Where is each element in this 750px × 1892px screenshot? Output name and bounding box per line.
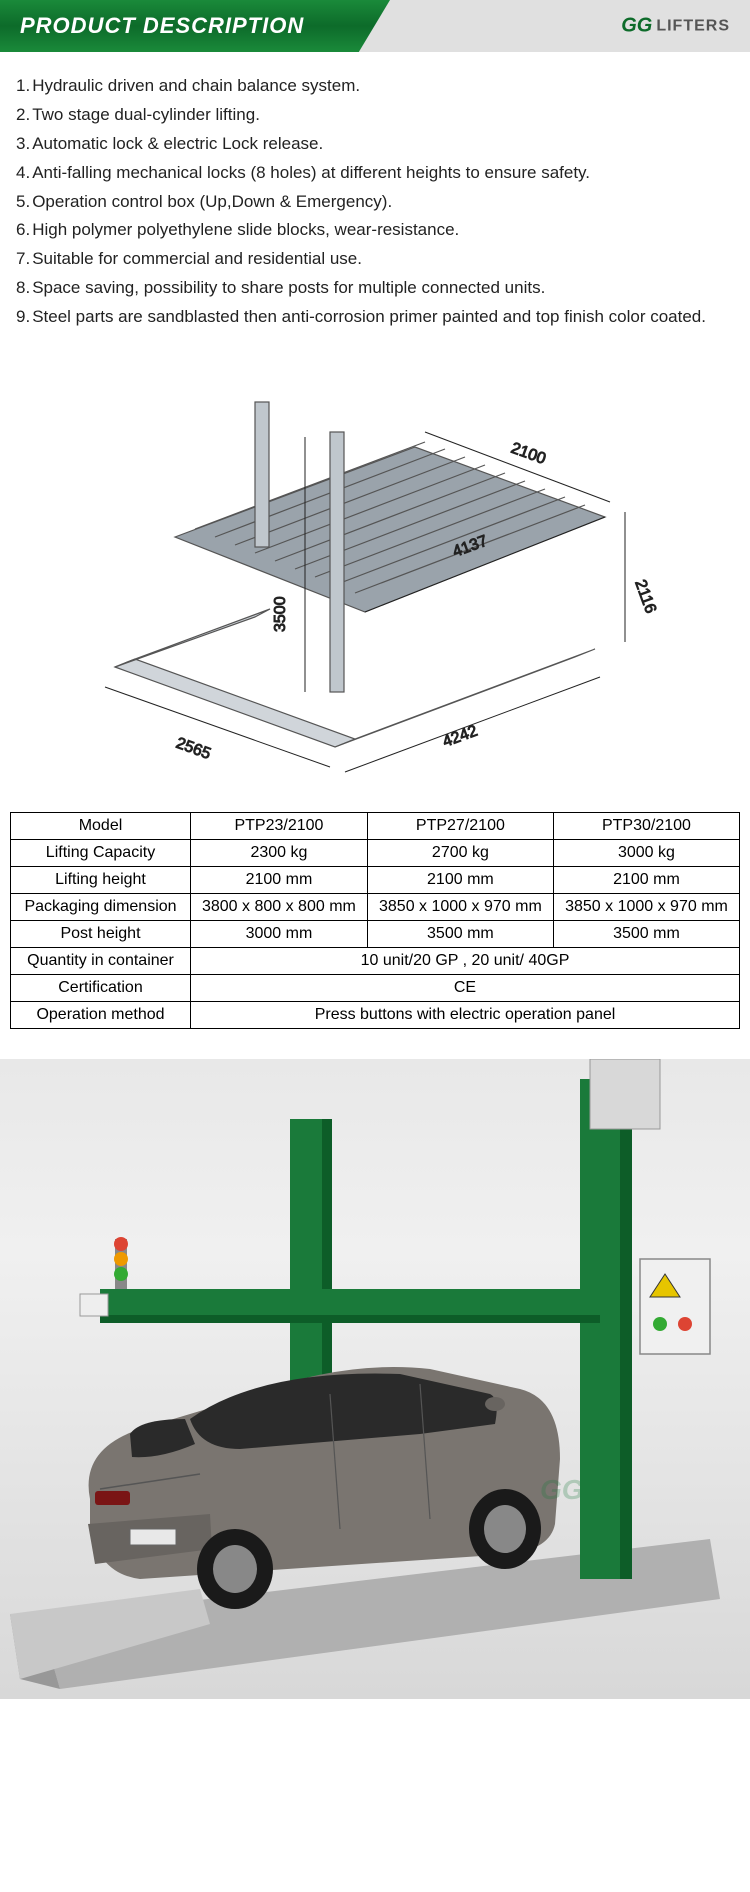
desc-number: 7. <box>16 245 30 274</box>
table-cell: 2100 mm <box>553 867 739 894</box>
brand-logo: GG LIFTERS <box>621 15 730 38</box>
desc-number: 4. <box>16 159 30 188</box>
product-photo-svg: GG <box>0 1059 750 1699</box>
table-cell: 3000 kg <box>553 840 739 867</box>
desc-text: Space saving, possibility to share posts… <box>32 274 545 303</box>
table-header-model: PTP23/2100 <box>191 813 368 840</box>
desc-text: Automatic lock & electric Lock release. <box>32 130 323 159</box>
table-row-label: Quantity in container <box>11 948 191 975</box>
dim-4242: 4242 <box>441 723 480 751</box>
desc-text: Two stage dual-cylinder lifting. <box>32 101 260 130</box>
desc-number: 3. <box>16 130 30 159</box>
table-cell: 3000 mm <box>191 921 368 948</box>
desc-text: Anti-falling mechanical locks (8 holes) … <box>32 159 590 188</box>
desc-text: Hydraulic driven and chain balance syste… <box>32 72 360 101</box>
product-photo: GG <box>0 1059 750 1699</box>
dim-2565: 2565 <box>174 735 213 763</box>
dim-3500: 3500 <box>272 596 289 632</box>
table-row-label: Post height <box>11 921 191 948</box>
description-item: 7.Suitable for commercial and residentia… <box>16 245 734 274</box>
header-banner: PRODUCT DESCRIPTION GG LIFTERS <box>0 0 750 52</box>
table-cell: 3500 mm <box>367 921 553 948</box>
dim-2100: 2100 <box>509 440 548 468</box>
desc-text: High polymer polyethylene slide blocks, … <box>32 216 459 245</box>
desc-text: Operation control box (Up,Down & Emergen… <box>32 188 392 217</box>
desc-number: 1. <box>16 72 30 101</box>
dim-2116: 2116 <box>631 578 659 616</box>
desc-number: 9. <box>16 303 30 332</box>
description-item: 9.Steel parts are sandblasted then anti-… <box>16 303 734 332</box>
spec-table: ModelPTP23/2100PTP27/2100PTP30/2100 Lifti… <box>10 812 740 1029</box>
desc-text: Suitable for commercial and residential … <box>32 245 362 274</box>
logo-gg: GG <box>621 15 652 38</box>
description-item: 6.High polymer polyethylene slide blocks… <box>16 216 734 245</box>
header-title: PRODUCT DESCRIPTION <box>20 13 304 39</box>
svg-text:GG: GG <box>540 1474 584 1505</box>
desc-number: 6. <box>16 216 30 245</box>
table-row-label: Operation method <box>11 1002 191 1029</box>
table-row-label: Lifting height <box>11 867 191 894</box>
table-header-model: PTP27/2100 <box>367 813 553 840</box>
desc-number: 8. <box>16 274 30 303</box>
desc-number: 2. <box>16 101 30 130</box>
table-cell: 2100 mm <box>191 867 368 894</box>
desc-number: 5. <box>16 188 30 217</box>
lift-diagram-svg: 2100 2116 4137 3500 2565 4242 <box>55 377 695 777</box>
table-merged-cell: Press buttons with electric operation pa… <box>191 1002 740 1029</box>
table-merged-cell: CE <box>191 975 740 1002</box>
description-item: 4.Anti-falling mechanical locks (8 holes… <box>16 159 734 188</box>
table-row-label: Certification <box>11 975 191 1002</box>
table-cell: 3850 x 1000 x 970 mm <box>553 894 739 921</box>
table-cell: 3500 mm <box>553 921 739 948</box>
logo-lifters: LIFTERS <box>656 17 730 35</box>
description-item: 8.Space saving, possibility to share pos… <box>16 274 734 303</box>
table-row-label: Lifting Capacity <box>11 840 191 867</box>
table-merged-cell: 10 unit/20 GP , 20 unit/ 40GP <box>191 948 740 975</box>
table-header-label: Model <box>11 813 191 840</box>
description-list: 1.Hydraulic driven and chain balance sys… <box>0 52 750 362</box>
table-cell: 3800 x 800 x 800 mm <box>191 894 368 921</box>
technical-diagram: 2100 2116 4137 3500 2565 4242 <box>0 362 750 792</box>
table-cell: 2700 kg <box>367 840 553 867</box>
description-item: 1.Hydraulic driven and chain balance sys… <box>16 72 734 101</box>
table-header-model: PTP30/2100 <box>553 813 739 840</box>
table-cell: 2300 kg <box>191 840 368 867</box>
description-item: 5.Operation control box (Up,Down & Emerg… <box>16 188 734 217</box>
table-row-label: Packaging dimension <box>11 894 191 921</box>
header-green-bg: PRODUCT DESCRIPTION <box>0 0 390 52</box>
table-cell: 3850 x 1000 x 970 mm <box>367 894 553 921</box>
description-item: 2.Two stage dual-cylinder lifting. <box>16 101 734 130</box>
desc-text: Steel parts are sandblasted then anti-co… <box>32 303 706 332</box>
table-cell: 2100 mm <box>367 867 553 894</box>
description-item: 3.Automatic lock & electric Lock release… <box>16 130 734 159</box>
